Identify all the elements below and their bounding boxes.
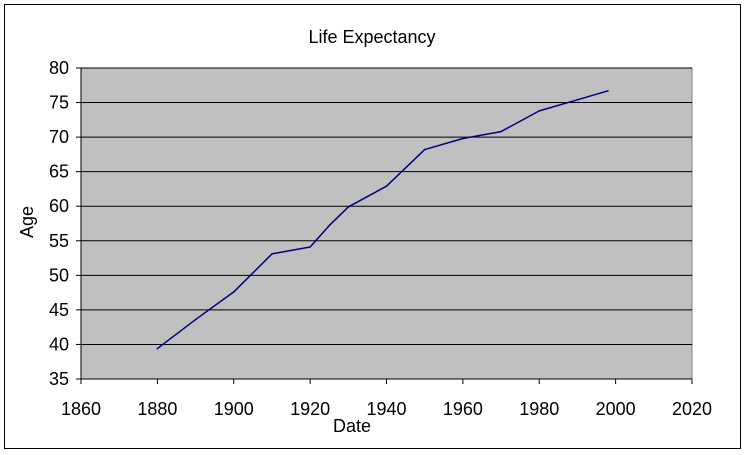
x-tick-label: 1860 (61, 399, 101, 419)
data-point (385, 185, 388, 187)
data-point (423, 148, 426, 151)
y-tick-label: 65 (49, 162, 69, 182)
data-point (462, 137, 464, 140)
y-tick-label: 80 (49, 58, 69, 78)
y-tick-label: 70 (49, 127, 69, 147)
y-tick-label: 45 (49, 300, 69, 320)
data-point (607, 90, 609, 92)
y-tick-label: 40 (49, 334, 69, 354)
data-point (156, 347, 159, 350)
chart-title: Life Expectancy (308, 27, 435, 47)
y-tick-label: 35 (49, 369, 69, 389)
series-layer (156, 90, 609, 350)
x-tick-label: 1920 (290, 399, 330, 419)
y-tick-label: 50 (49, 265, 69, 285)
data-point (194, 318, 197, 321)
x-tick-label: 1940 (366, 399, 406, 419)
data-point (576, 98, 579, 101)
x-tick-label: 1880 (137, 399, 177, 419)
axes (76, 67, 693, 384)
y-tick-label: 60 (49, 196, 69, 216)
series-line (156, 90, 609, 350)
x-axis-label: Date (333, 416, 371, 436)
x-tick-labels: 1860 1880 1900 1920 1940 1960 1980 2000 2020 (61, 399, 712, 419)
x-tick-label: 1980 (519, 399, 559, 419)
data-point (271, 253, 273, 255)
y-tick-label: 55 (49, 231, 69, 251)
x-tick-label: 2020 (672, 399, 712, 419)
data-point (309, 246, 311, 248)
y-tick-label: 75 (49, 93, 69, 113)
x-tick-label: 1900 (214, 399, 254, 419)
x-tick-label: 1960 (443, 399, 483, 419)
y-tick-labels: 35 40 45 50 55 60 65 70 75 80 (49, 58, 69, 389)
data-point (232, 291, 235, 293)
data-point (328, 224, 331, 227)
gridlines (81, 67, 692, 345)
data-point (500, 130, 502, 133)
plot-area (80, 67, 693, 380)
data-point (538, 110, 541, 112)
x-tick-label: 2000 (596, 399, 636, 419)
data-point (347, 206, 350, 208)
y-axis-label: Age (17, 206, 37, 238)
